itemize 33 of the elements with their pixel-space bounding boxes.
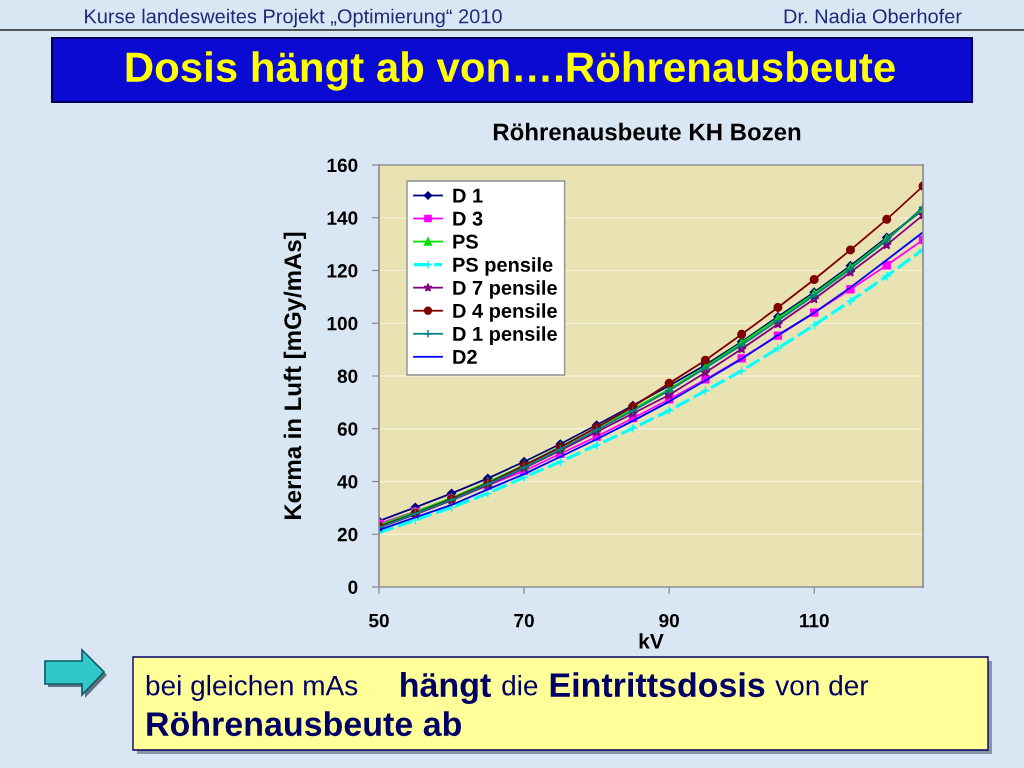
- text: von der: [775, 674, 869, 696]
- legend-label: PS: [453, 234, 478, 249]
- y-tick-label: 80: [337, 369, 358, 384]
- x-tick-label: 50: [369, 613, 389, 628]
- text: Kurse landesweites Projekt „Optimierung“ 2010: [85, 8, 502, 28]
- legend-label: PS pensile: [453, 257, 553, 276]
- y-tick-label: 160: [327, 158, 358, 173]
- legend-label: D 4 pensile: [453, 303, 557, 322]
- y-tick-label: 140: [327, 211, 358, 225]
- legend-label: D 1: [453, 188, 483, 203]
- x-axis-title: kV: [639, 633, 664, 649]
- text: Röhrenausbeute ab: [147, 711, 461, 737]
- y-axis-title: Kerma in Luft [mGy/mAs]: [283, 232, 306, 520]
- legend-label: D2: [453, 349, 477, 364]
- x-tick-label: 110: [800, 613, 829, 628]
- legend-label: D 7 pensile: [453, 280, 557, 299]
- text: die: [502, 674, 538, 696]
- x-tick-label: 90: [659, 613, 679, 628]
- chart-subtitle: Röhrenausbeute KH Bozen: [493, 122, 801, 141]
- legend-label: D 3: [453, 211, 483, 226]
- y-tick-label: 0: [348, 580, 358, 595]
- legend-label: D 1 pensile: [453, 326, 557, 345]
- y-tick-label: 40: [337, 475, 358, 489]
- y-tick-label: 60: [337, 422, 358, 436]
- y-tick-label: 100: [327, 316, 358, 331]
- chart-title: Dosis hängt ab von….Röhrenausbeute: [126, 51, 895, 91]
- x-tick-label: 70: [514, 613, 534, 628]
- text: hängt: [401, 672, 491, 704]
- y-tick-label: 120: [327, 264, 358, 278]
- y-tick-label: 20: [337, 527, 358, 542]
- text: Eintrittsdosis: [550, 672, 765, 698]
- text: Dr. Nadia Oberhofer: [784, 8, 962, 24]
- text: bei gleichen mAs: [146, 674, 358, 702]
